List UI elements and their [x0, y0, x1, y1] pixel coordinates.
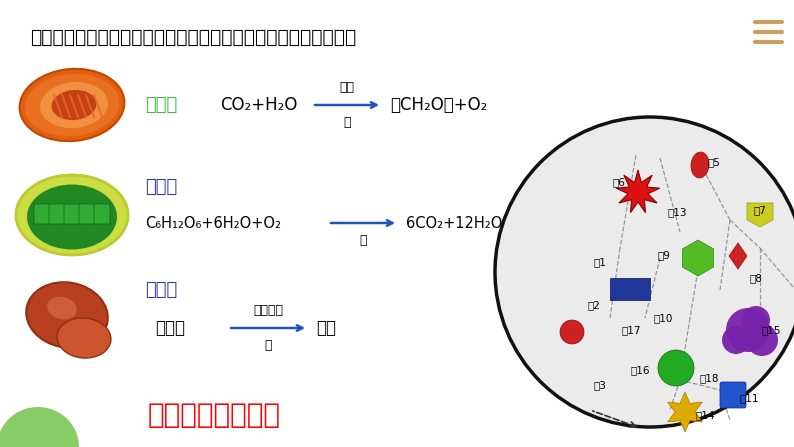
Ellipse shape — [20, 69, 125, 141]
Text: 酶8: 酶8 — [750, 273, 763, 283]
Ellipse shape — [27, 185, 117, 249]
Polygon shape — [616, 170, 660, 213]
FancyBboxPatch shape — [720, 382, 746, 408]
Text: 酶9: 酶9 — [657, 250, 670, 260]
Polygon shape — [682, 240, 714, 276]
Text: 叶绿体: 叶绿体 — [145, 96, 177, 114]
Text: 酶17: 酶17 — [622, 325, 642, 335]
Text: 酶: 酶 — [264, 339, 272, 352]
Text: 6CO₂+12H₂O+能量: 6CO₂+12H₂O+能量 — [406, 215, 532, 231]
Circle shape — [658, 350, 694, 386]
Text: 多肽: 多肽 — [316, 319, 336, 337]
Text: C₆H₁₂O₆+6H₂O+O₂: C₆H₁₂O₆+6H₂O+O₂ — [145, 215, 281, 231]
Text: 酶15: 酶15 — [762, 325, 781, 335]
Text: 脱水缩合: 脱水缩合 — [253, 304, 283, 317]
Text: 酶10: 酶10 — [653, 313, 673, 323]
Ellipse shape — [57, 318, 111, 358]
Text: 酶5: 酶5 — [707, 157, 720, 167]
Text: 酶13: 酶13 — [668, 207, 688, 217]
Text: 细胞代谢离不开酶: 细胞代谢离不开酶 — [148, 401, 281, 429]
Circle shape — [722, 326, 750, 354]
Circle shape — [726, 308, 770, 352]
Polygon shape — [729, 243, 747, 269]
Ellipse shape — [0, 407, 79, 447]
Polygon shape — [668, 392, 703, 432]
Text: 酶18: 酶18 — [700, 373, 719, 383]
Ellipse shape — [47, 297, 77, 319]
Text: 酶: 酶 — [343, 116, 351, 129]
Text: 酶: 酶 — [359, 234, 367, 247]
FancyBboxPatch shape — [79, 204, 95, 224]
Text: 思考：在细胞温和的环境中，各种生化反应如何高效有序的进行？: 思考：在细胞温和的环境中，各种生化反应如何高效有序的进行？ — [30, 28, 357, 47]
Text: 酶1: 酶1 — [594, 257, 607, 267]
Ellipse shape — [691, 152, 709, 178]
Text: 氨基酸: 氨基酸 — [155, 319, 185, 337]
Text: 酶3: 酶3 — [594, 380, 607, 390]
Ellipse shape — [26, 282, 108, 348]
Circle shape — [746, 324, 778, 356]
FancyBboxPatch shape — [610, 278, 650, 300]
Ellipse shape — [16, 175, 128, 255]
Text: 酶7: 酶7 — [754, 205, 767, 215]
Circle shape — [742, 306, 770, 334]
Text: （CH₂O）+O₂: （CH₂O）+O₂ — [390, 96, 488, 114]
Text: CO₂+H₂O: CO₂+H₂O — [220, 96, 298, 114]
Text: 核糖体: 核糖体 — [145, 281, 177, 299]
Text: 酶14: 酶14 — [695, 410, 715, 420]
Text: 酶6: 酶6 — [612, 177, 625, 187]
Circle shape — [495, 117, 794, 427]
Text: 酶16: 酶16 — [630, 365, 650, 375]
Text: 酶2: 酶2 — [587, 300, 600, 310]
FancyBboxPatch shape — [34, 204, 50, 224]
Text: 线粒体: 线粒体 — [145, 178, 177, 196]
FancyBboxPatch shape — [94, 204, 110, 224]
Circle shape — [560, 320, 584, 344]
Ellipse shape — [40, 82, 108, 128]
FancyBboxPatch shape — [64, 204, 80, 224]
Polygon shape — [747, 203, 773, 227]
Ellipse shape — [52, 90, 96, 120]
FancyBboxPatch shape — [49, 204, 65, 224]
Ellipse shape — [25, 74, 119, 136]
Text: 酶11: 酶11 — [740, 393, 760, 403]
Text: 光能: 光能 — [340, 81, 354, 94]
